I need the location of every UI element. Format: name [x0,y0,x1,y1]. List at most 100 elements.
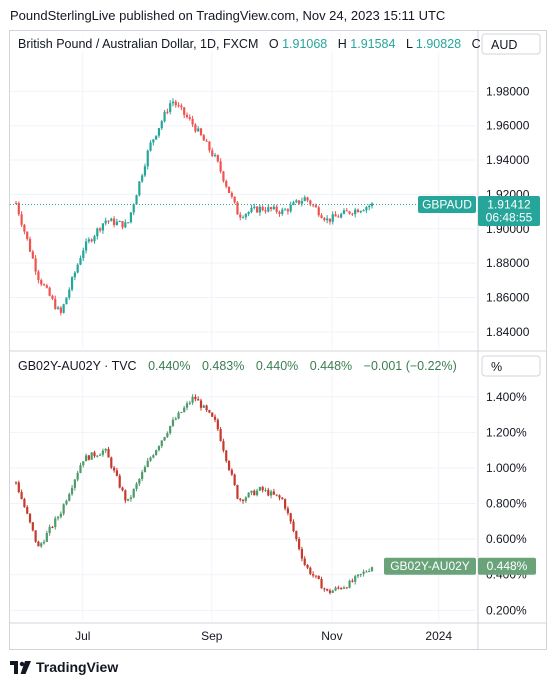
pane2-candle-body [281,497,284,500]
pane1-candle-body [227,186,231,193]
pane1-candle-body [278,211,281,214]
pane1-candle-body [188,117,191,119]
pane2-candle-body [292,521,295,532]
pane1-candle-body [28,239,32,252]
pane2-candle-body [79,465,82,473]
pane1-candle-body [191,118,194,125]
pane1-candle-body [320,215,323,219]
pane1-candle-body [68,289,71,298]
pane1-candle-body [87,239,90,242]
pane2-candle-body [14,482,18,484]
time-axis: Jul Sep Nov 2024 [75,629,452,643]
pane1-candle-body [309,200,312,205]
pane1-candle-body [303,197,306,202]
pane1-candle-body [160,121,163,129]
pane1-candle-body [62,304,65,313]
publish-header: PoundSterlingLive published on TradingVi… [10,8,446,23]
pane1-candle-body [70,277,74,290]
pane1-candle-body [197,128,200,132]
pane1-candle-body [250,208,253,212]
pane1-candle-body [239,214,242,218]
pane2-candle-body [225,450,228,462]
pane2-candle-body [354,576,357,582]
pane1-candle-body [295,200,298,203]
pane2-candles [14,394,374,595]
pane1-candle-body [269,207,273,210]
pane1-candle-body [348,211,351,214]
pane2-candle-body [17,482,20,493]
pane2-candle-body [300,549,304,559]
pane1-candle-body [292,202,295,205]
pane2-currency-button[interactable] [481,355,541,377]
pane2-candle-body [45,533,48,542]
pane2-candle-body [255,490,259,496]
pane2-candle-body [115,470,119,476]
pane1-candle-body [51,295,54,299]
pane1-candle-body [323,218,326,221]
pane2-candle-body [163,437,166,441]
pane1-candle-body [284,209,287,211]
pane1-legend-bg [14,33,470,53]
pane2-high-value: 0.483% [202,359,244,373]
pane1-candle-body [26,231,29,240]
pane1-candle-body [174,101,177,106]
pane2-candle-body [222,441,225,451]
pane1-candle-body [169,103,172,112]
pane1-candle-body [216,155,219,162]
pane1-candle-body [98,228,102,231]
pane1-candle-body [255,206,259,213]
pane1-candle-body [149,142,152,151]
pane2-candle-body [157,446,161,451]
pane2-candle-body [121,487,124,491]
pane2-candle-body [93,452,96,457]
pane1-candle-body [104,220,107,224]
pane1-candle-body [20,214,23,225]
pane2-candle-body [124,490,127,501]
pane2-candle-body [326,588,329,591]
pane2-last-value: 0.448% [487,559,528,573]
pane2-close-value: 0.448% [310,359,352,373]
pane2-candle-body [54,518,57,528]
pane2-candle-body [323,588,326,590]
pane1-open-value: 1.91068 [282,37,327,51]
pane2-candle-body [82,461,85,466]
pane2-candle-body [84,455,88,462]
pane2-candle-body [241,499,245,501]
pane2-candle-body [141,472,144,479]
pane2-candle-body [278,495,281,498]
pane1-candle-body [118,221,121,223]
pane1-candle-body [205,140,208,142]
pane1-candle-body [370,203,374,206]
pane2-candle-body [87,455,90,460]
pane2-candle-body [286,508,290,514]
pane1-candle-body [93,236,96,242]
pane1-candle-body [132,204,135,213]
pane2-candle-body [269,491,273,496]
pane1-currency-button[interactable] [481,33,541,55]
pane2-candle-body [197,399,200,401]
pane2-low-value: 0.440% [256,359,298,373]
pane1-candle-body [241,217,245,219]
pane2-candle-body [356,574,360,577]
pane1-candle-body [14,203,18,204]
pane2-candle-body [211,412,214,417]
pane1-candle-body [129,212,133,223]
pane2-open-value: 0.440% [148,359,190,373]
time-tick-label: Nov [321,629,342,643]
pane1-candle-body [163,111,166,122]
pane1-candle-body [73,272,76,278]
pane2-candle-body [171,419,175,426]
pane1-candle-body [306,197,309,201]
pane2-candle-body [174,418,177,420]
pane1-candle-body [351,213,354,215]
pane2-candle-body [180,412,183,414]
time-tick-label: Jul [75,629,90,643]
pane1-candle-body [183,107,186,115]
tradingview-logo[interactable]: TradingView [10,659,118,675]
pane1-candle-body [342,210,346,214]
pane2-candle-body [104,448,107,451]
pane1-candle-body [264,210,267,212]
pane1-candle-body [110,218,113,222]
pane2-candle-body [68,494,71,501]
pane2-candle-body [247,492,250,498]
